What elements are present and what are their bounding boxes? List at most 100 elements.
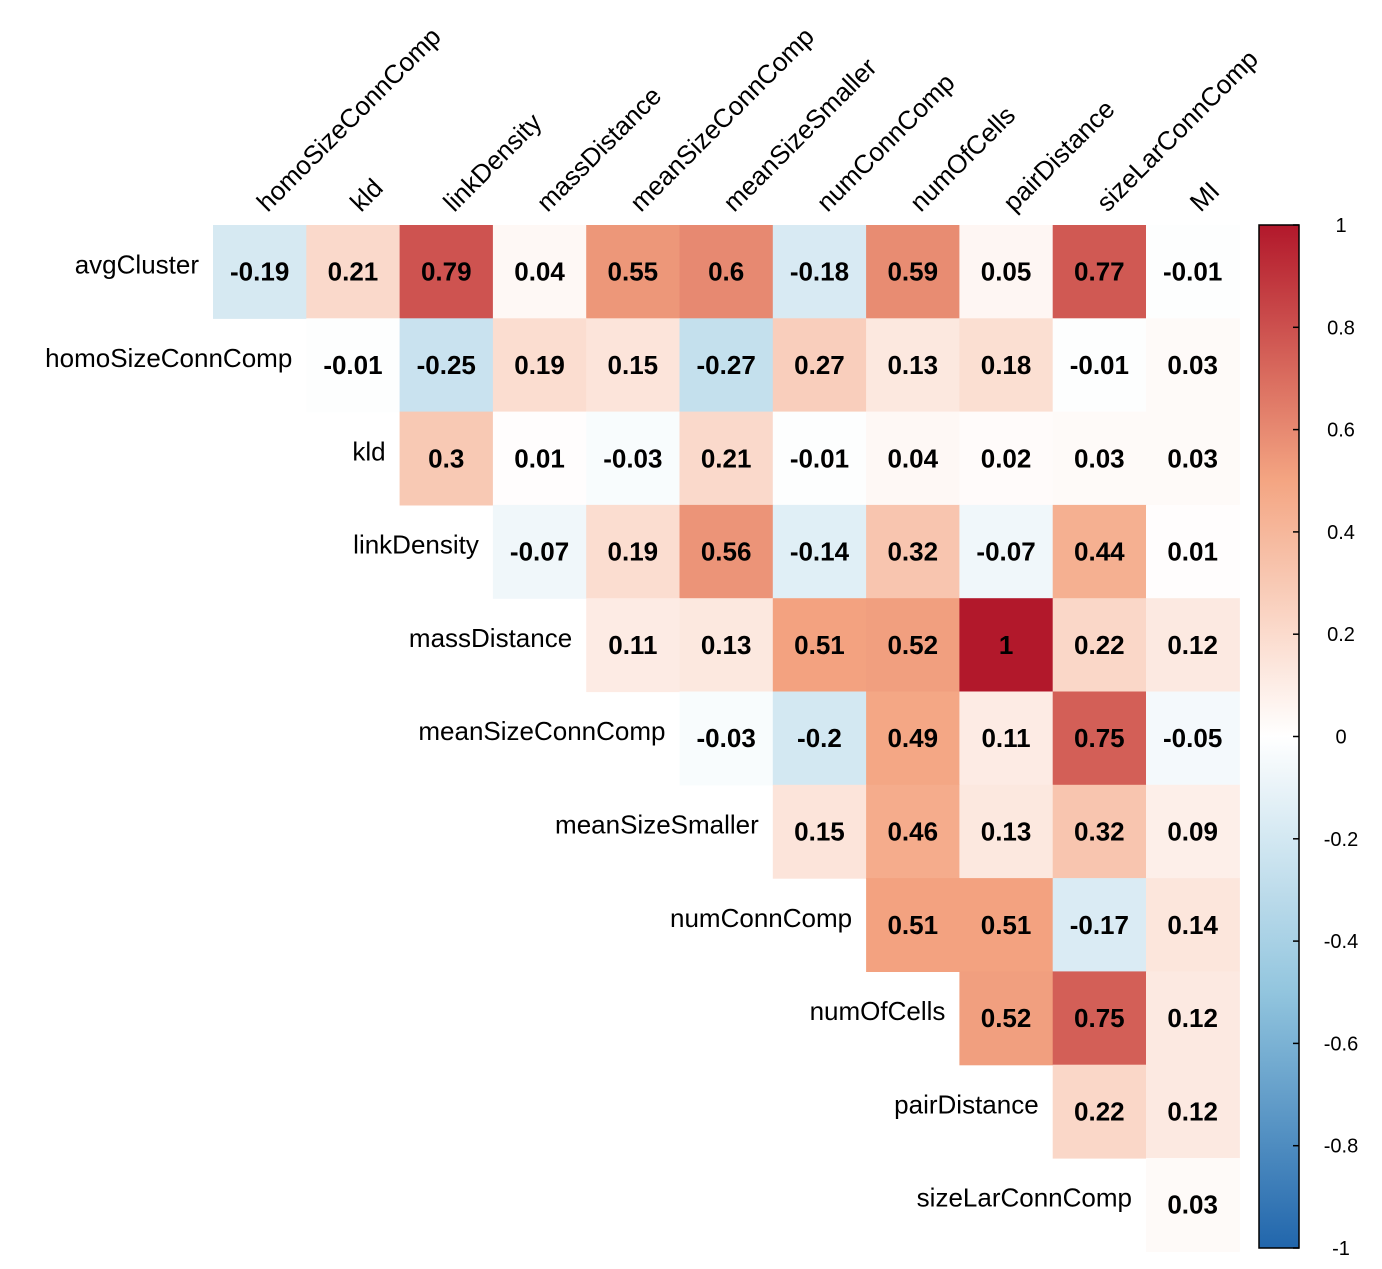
cell-value-label: 0.01 [1167, 537, 1218, 567]
heatmap-cell [679, 225, 774, 319]
heatmap-cell [772, 504, 867, 599]
cell-value-label: -0.14 [790, 537, 850, 567]
row-label: pairDistance [894, 1089, 1039, 1119]
row-label: numConnComp [670, 903, 852, 933]
column-label: kld [344, 173, 389, 218]
row-label: massDistance [409, 623, 572, 653]
cell-value-label: 0.44 [1074, 537, 1125, 567]
row-label: meanSizeConnComp [418, 716, 665, 746]
cell-value-label: 0.3 [428, 443, 464, 473]
cell-value-label: 0.59 [887, 257, 938, 287]
cell-value-label: 0.56 [701, 537, 752, 567]
cell-value-label: 0.55 [608, 257, 659, 287]
heatmap-cell [959, 225, 1054, 319]
cell-value-label: 0.03 [1167, 1190, 1218, 1220]
cell-value-label: 0.52 [887, 630, 938, 660]
cell-value-label: 0.79 [421, 257, 472, 287]
cell-value-label: 0.13 [701, 630, 752, 660]
colorbar-tick-label: 1 [1335, 215, 1346, 237]
colorbar-gradient [1258, 224, 1300, 1249]
heatmap-cell [679, 504, 774, 599]
heatmap-cell [866, 318, 960, 413]
colorbar: 1 0.8 0.6 0.4 0.2 0 -0.2 -0.4 -0.6 -0.8 -1 [1258, 215, 1358, 1260]
heatmap-cell [772, 318, 867, 413]
colorbar-tick-label: 0.2 [1327, 624, 1355, 646]
cell-value-label: -0.07 [976, 537, 1035, 567]
cell-value-label: 0.03 [1167, 443, 1218, 473]
heatmap-cell [772, 598, 867, 693]
heatmap-cell [866, 878, 960, 972]
cell-value-label: 0.12 [1167, 630, 1218, 660]
cell-value-label: 0.51 [887, 910, 938, 940]
cell-value-label: -0.01 [790, 443, 849, 473]
cell-value-label: -0.19 [230, 257, 289, 287]
colorbar-tick-label: 0.4 [1327, 522, 1355, 544]
colorbar-tick-label: -0.2 [1324, 829, 1358, 851]
row-label: avgCluster [75, 250, 200, 280]
heatmap-cell [586, 225, 681, 319]
heatmap-cell [772, 691, 867, 786]
heatmap-cell [492, 411, 587, 506]
heatmap-cell [492, 318, 587, 413]
heatmap-cell [1052, 878, 1147, 972]
heatmap-cell [866, 504, 960, 599]
heatmap-cell [679, 411, 774, 506]
cell-value-label: 0.27 [794, 350, 845, 380]
heatmap-cell [586, 318, 681, 413]
cell-value-label: 0.03 [1167, 350, 1218, 380]
cell-value-label: -0.01 [1070, 350, 1129, 380]
cell-value-label: 0.19 [514, 350, 565, 380]
cell-value-label: -0.17 [1070, 910, 1129, 940]
cell-value-label: 0.13 [887, 350, 938, 380]
heatmap-cell [306, 225, 401, 319]
heatmap-cell [1146, 784, 1240, 879]
colorbar-tick-label: 0.6 [1327, 420, 1355, 442]
heatmap-cell [959, 971, 1054, 1066]
heatmap-cell [1146, 971, 1240, 1066]
row-label: meanSizeSmaller [555, 809, 759, 839]
heatmap-cell [1052, 971, 1147, 1066]
heatmap-cell [1052, 598, 1147, 693]
heatmap-cell [679, 691, 774, 786]
cell-value-label: -0.18 [790, 257, 849, 287]
heatmap-cell [586, 504, 681, 599]
heatmap-cell [1052, 784, 1147, 879]
cell-value-label: -0.25 [417, 350, 476, 380]
cell-value-label: 0.46 [887, 816, 938, 846]
heatmap-cell [1052, 504, 1147, 599]
colorbar-tick-label: -1 [1332, 1238, 1350, 1260]
cell-value-label: 0.52 [981, 1003, 1032, 1033]
colorbar-tick-label: -0.6 [1324, 1033, 1358, 1055]
cell-value-label: 0.05 [981, 257, 1032, 287]
heatmap-cells: -0.19 0.21 0.79 0.04 0.55 0.6 -0.18 0.59 0.05 0.7… [213, 225, 1240, 1252]
heatmap-cell [1052, 318, 1147, 413]
row-labels: avgCluster homoSizeConnComp kld linkDensity… [45, 250, 1132, 1213]
cell-value-label: 0.19 [608, 537, 659, 567]
cell-value-label: 0.01 [514, 443, 565, 473]
heatmap-cell [959, 784, 1054, 879]
cell-value-label: 0.15 [794, 816, 845, 846]
row-label: sizeLarConnComp [917, 1183, 1132, 1213]
cell-value-label: -0.2 [797, 723, 842, 753]
colorbar-tick-label: 0.8 [1327, 317, 1355, 339]
colorbar-tick-label: -0.8 [1324, 1136, 1358, 1158]
cell-value-label: 0.18 [981, 350, 1032, 380]
heatmap-cell [959, 598, 1054, 693]
cell-value-label: 0.49 [887, 723, 938, 753]
cell-value-label: -0.01 [1163, 257, 1222, 287]
cell-value-label: 0.04 [514, 257, 565, 287]
cell-value-label: 0.09 [1167, 816, 1218, 846]
cell-value-label: -0.01 [323, 350, 382, 380]
cell-value-label: 0.21 [328, 257, 379, 287]
column-label: homoSizeConnComp [251, 21, 447, 217]
heatmap-cell [772, 411, 867, 506]
cell-value-label: 0.15 [608, 350, 659, 380]
colorbar-tick-label: 0 [1335, 727, 1346, 749]
heatmap-cell [959, 878, 1054, 972]
cell-value-label: 0.22 [1074, 630, 1125, 660]
cell-value-label: -0.03 [603, 443, 662, 473]
heatmap-cell [1146, 225, 1240, 319]
heatmap-cell [1146, 318, 1240, 413]
